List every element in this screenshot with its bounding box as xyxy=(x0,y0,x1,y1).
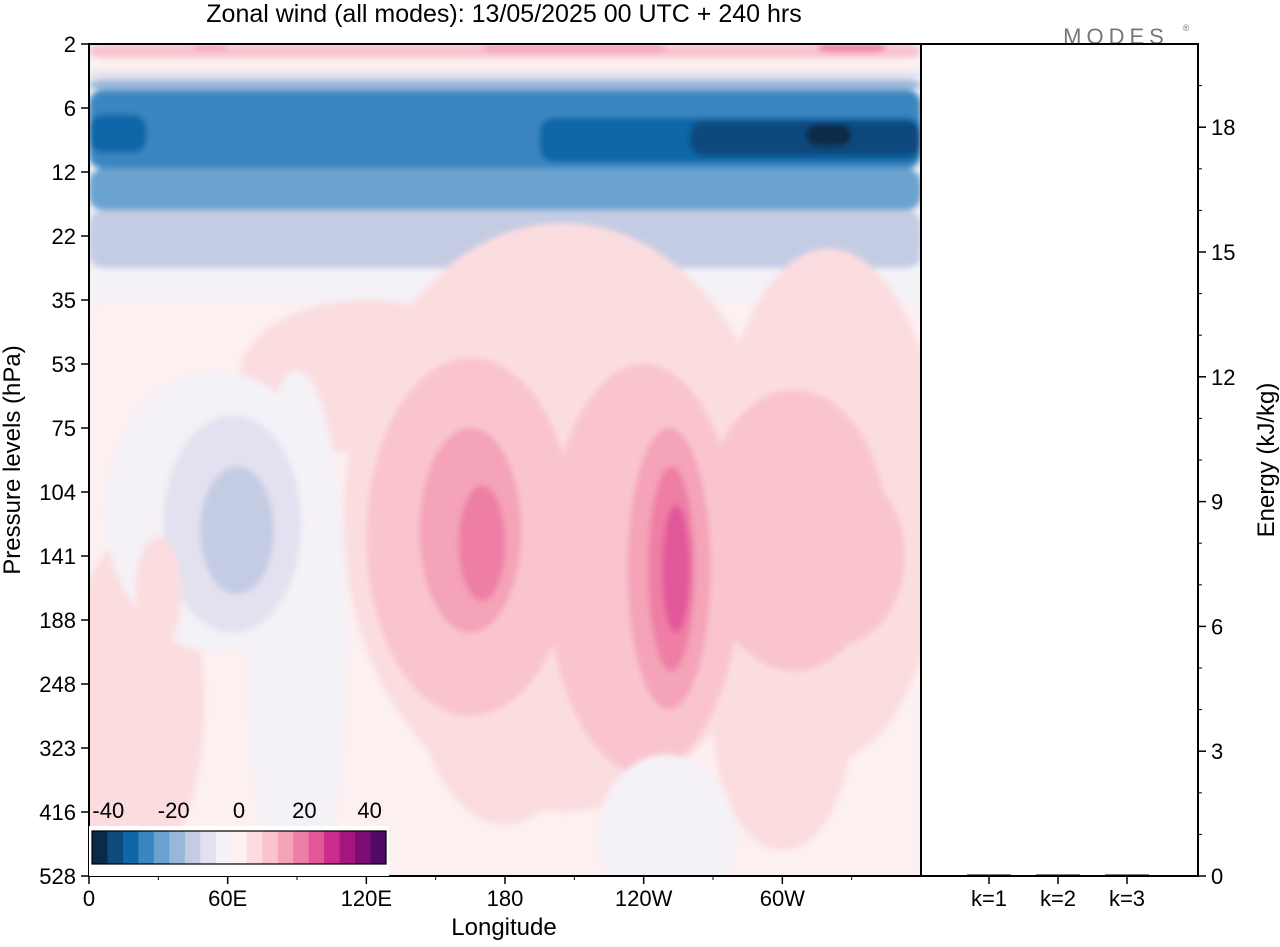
colorbar-swatch-1 xyxy=(92,831,108,864)
chart-title: Zonal wind (all modes): 13/05/2025 00 UT… xyxy=(206,0,801,28)
y-tick-label: 2 xyxy=(64,32,76,57)
y-axis: 2 6 12 22 35 53 75 104 141 188 248 323 416 528 xyxy=(39,32,89,889)
colorbar-tick-label: -40 xyxy=(92,798,124,823)
y-tick-label: 75 xyxy=(52,416,76,441)
energy-y-tick-label: 18 xyxy=(1211,115,1235,140)
energy-y-tick-label: 12 xyxy=(1211,365,1235,390)
contour-band-top-westerly-max-b xyxy=(817,44,887,52)
contour-band-easterly-jet-core-strong xyxy=(689,120,921,156)
contour-band-easterly-jet-core-max xyxy=(805,124,852,147)
y-tick-label: 416 xyxy=(39,800,76,825)
y-axis-label: Pressure levels (hPa) xyxy=(0,345,26,574)
y-tick-label: 35 xyxy=(52,288,76,313)
contour-cell-15 xyxy=(135,536,182,653)
colorbar-swatch-8 xyxy=(200,831,217,864)
energy-bar-k1 xyxy=(967,874,1011,876)
contour-cell-20 xyxy=(662,504,690,633)
colorbar-swatch-5 xyxy=(153,831,170,864)
contour-band-top-westerly-max-c xyxy=(193,44,228,51)
x-axis-label: Longitude xyxy=(451,914,556,941)
contour-band-easterly-jet-core-west xyxy=(89,114,147,153)
energy-y-tick-label: 15 xyxy=(1211,240,1235,265)
x-tick-label: 180 xyxy=(487,886,524,911)
colorbar-swatch-10 xyxy=(231,831,248,864)
contour-cell-17 xyxy=(458,485,505,601)
energy-x-tick-label: k=1 xyxy=(971,886,1007,911)
contour-band-upper-easterly-edge xyxy=(89,70,921,80)
colorbar-swatch-11 xyxy=(246,831,263,864)
colorbar-frame xyxy=(91,830,387,865)
contour-band-easterly-lower-flank xyxy=(89,168,921,211)
y-tick-label: 323 xyxy=(39,736,76,761)
contour-cell-21 xyxy=(766,466,905,646)
colorbar-swatch-19 xyxy=(370,831,387,864)
energy-bar-k3 xyxy=(1105,874,1149,876)
contour-band-top-westerly-max-a xyxy=(481,44,667,52)
energy-y-tick-label: 3 xyxy=(1211,739,1223,764)
y-tick-label: 248 xyxy=(39,672,76,697)
colorbar-swatch-12 xyxy=(262,831,279,864)
colorbar-tick-label: 40 xyxy=(357,798,381,823)
colorbar-swatch-18 xyxy=(355,831,371,864)
colorbar-swatch-4 xyxy=(138,831,155,864)
y-tick-label: 141 xyxy=(39,544,76,569)
energy-y-tick-label: 9 xyxy=(1211,490,1223,515)
x-tick-label: 0 xyxy=(83,886,95,911)
y-tick-label: 6 xyxy=(64,96,76,121)
colorbar-tick-label: 20 xyxy=(292,798,316,823)
colorbar: -40 -20 0 20 40 xyxy=(89,798,389,876)
y-tick-label: 188 xyxy=(39,608,76,633)
colorbar-swatch-14 xyxy=(293,831,310,864)
x-tick-label: 120W xyxy=(615,886,673,911)
x-tick-label: 120E xyxy=(341,886,392,911)
energy-x-tick-label: k=2 xyxy=(1040,886,1076,911)
contour-band-upper-easterly-weak xyxy=(89,79,921,91)
colorbar-swatch-16 xyxy=(324,831,340,864)
y-tick-label: 104 xyxy=(39,480,76,505)
x-tick-label: 60W xyxy=(760,886,805,911)
y-tick-label: 12 xyxy=(52,160,76,185)
colorbar-swatch-17 xyxy=(339,831,356,864)
energy-y-tick-label: 6 xyxy=(1211,614,1223,639)
brand-registered-mark: ® xyxy=(1183,23,1190,33)
heatmap-field xyxy=(89,44,921,876)
energy-y-tick-label: 0 xyxy=(1211,864,1223,889)
wind-contours xyxy=(89,44,921,876)
energy-bar-k2 xyxy=(1036,874,1080,876)
x-axis: 0 60E 120E 180 120W 60W xyxy=(83,876,853,911)
contour-band-upper-transition xyxy=(89,58,921,71)
energy-axis-label: Energy (kJ/kg) xyxy=(1253,383,1280,538)
colorbar-swatch-6 xyxy=(169,831,186,864)
energy-frame xyxy=(920,43,1199,877)
contour-cell-14 xyxy=(597,754,737,876)
colorbar-tick-label: 0 xyxy=(233,798,245,823)
energy-panel: 0 3 6 9 12 15 18 k=1 k=2 k=3 xyxy=(920,43,1235,911)
colorbar-swatch-2 xyxy=(107,831,124,864)
colorbar-swatch-7 xyxy=(184,831,201,864)
colorbar-swatch-9 xyxy=(215,831,232,864)
y-tick-label: 528 xyxy=(39,864,76,889)
contour-cell-13 xyxy=(199,466,274,595)
energy-x-tick-label: k=3 xyxy=(1109,886,1145,911)
colorbar-tick-label: -20 xyxy=(158,798,190,823)
x-tick-label: 60E xyxy=(208,886,247,911)
colorbar-swatch-3 xyxy=(122,831,139,864)
y-tick-label: 53 xyxy=(52,352,76,377)
colorbar-swatch-15 xyxy=(308,831,325,864)
colorbar-swatch-13 xyxy=(277,831,294,864)
y-tick-label: 22 xyxy=(52,224,76,249)
